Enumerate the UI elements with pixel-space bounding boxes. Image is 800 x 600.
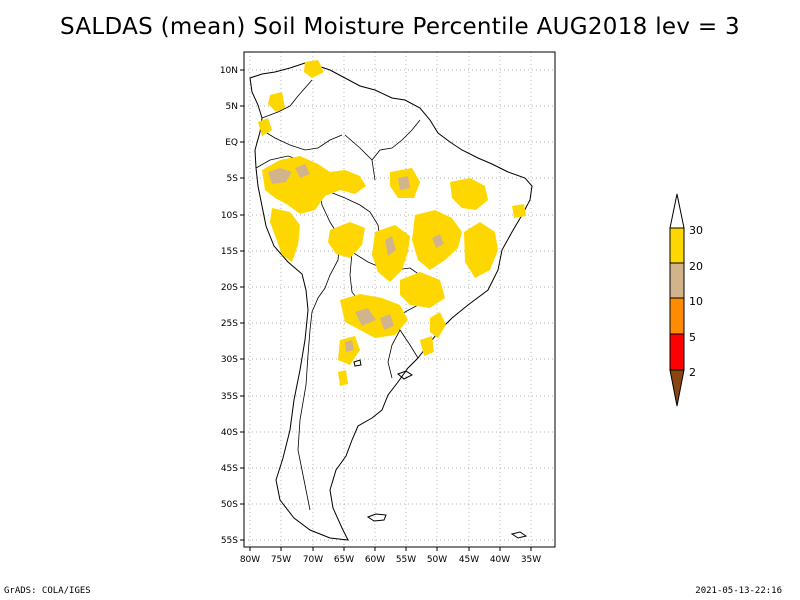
lon-label: 80W	[240, 555, 260, 565]
continent-outline	[249, 62, 533, 541]
lon-label: 65W	[334, 555, 354, 565]
lat-label: 30S	[221, 355, 238, 365]
island-outline	[510, 531, 528, 539]
lon-label: 60W	[365, 555, 385, 565]
lon-label: 50W	[427, 555, 447, 565]
lat-label: 45S	[221, 464, 238, 474]
map-title: SALDAS (mean) Soil Moisture Percentile A…	[60, 14, 740, 40]
lon-label: 55W	[396, 555, 416, 565]
lat-label: 10S	[221, 211, 238, 221]
colorbar-20to30	[669, 227, 685, 264]
lat-label: 40S	[221, 428, 238, 438]
lat-label: 35S	[221, 392, 238, 402]
colorbar-label: 2	[689, 366, 696, 379]
island-outline	[366, 513, 387, 522]
map-frame	[243, 51, 556, 548]
colorbar-label: 10	[689, 295, 703, 308]
colorbar-legend	[669, 193, 685, 407]
lat-axis	[240, 69, 244, 541]
lake-outline	[353, 359, 362, 367]
lon-label: 35W	[521, 555, 541, 565]
lat-label: 10N	[220, 66, 238, 76]
credit-label: GrADS: COLA/IGES	[4, 586, 91, 596]
shading-20to30	[258, 60, 526, 386]
lake-outline	[397, 370, 413, 380]
lat-label: 5N	[226, 102, 238, 112]
colorbar-5to10	[669, 297, 685, 335]
colorbar-label: 30	[689, 224, 703, 237]
colorbar-10to20	[669, 262, 685, 299]
colorbar-below2	[669, 369, 685, 407]
lat-label: 15S	[221, 247, 238, 257]
colorbar-above30	[669, 193, 685, 229]
lon-label: 75W	[271, 555, 291, 565]
colorbar-label: 20	[689, 260, 703, 273]
shading-10to20	[268, 164, 444, 352]
lat-label: 25S	[221, 319, 238, 329]
lon-label: 40W	[490, 555, 510, 565]
colorbar-label: 5	[689, 331, 696, 344]
graticule	[244, 52, 555, 547]
lat-label: EQ	[225, 138, 238, 148]
lon-label: 70W	[303, 555, 323, 565]
lat-label: 50S	[221, 500, 238, 510]
lat-label: 20S	[221, 283, 238, 293]
colorbar-2to5	[669, 333, 685, 371]
timestamp-label: 2021-05-13-22:16	[695, 586, 782, 596]
lon-label: 45W	[459, 555, 479, 565]
lat-label: 5S	[227, 174, 239, 184]
lat-label: 55S	[221, 536, 238, 546]
lon-axis	[249, 547, 532, 551]
